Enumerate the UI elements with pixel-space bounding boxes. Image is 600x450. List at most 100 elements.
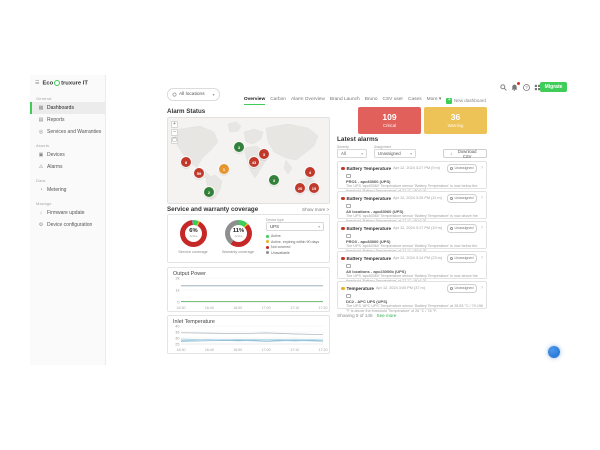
tab-cases[interactable]: Cases: [408, 97, 422, 102]
output-power-title: Output Power: [173, 271, 206, 277]
alarm-row[interactable]: Battery Temperature Apr 12, 2024 3:17 PM …: [337, 221, 487, 253]
tab-csv-user[interactable]: CSV user: [382, 97, 404, 102]
sidebar-item-alarms[interactable]: ⚠ Alarms: [30, 161, 105, 173]
severity-critical-icon: [341, 166, 345, 170]
tab-alarm-overview[interactable]: Alarm Overview: [290, 97, 325, 102]
apps-icon[interactable]: [534, 83, 542, 91]
donut-hole: 11% Active: [230, 225, 247, 242]
zoom-out-button[interactable]: –: [171, 129, 178, 136]
svg-text:25: 25: [175, 342, 179, 346]
svg-text:40: 40: [175, 324, 179, 328]
notifications-icon[interactable]: [511, 82, 520, 91]
map-marker-red[interactable]: 4: [305, 167, 315, 177]
unassigned-badge[interactable]: Unassigned: [446, 164, 477, 173]
see-more-link[interactable]: See more: [376, 313, 397, 318]
svg-text:16:50: 16:50: [233, 306, 242, 310]
sidebar-item-reports[interactable]: ▤ Reports: [30, 114, 105, 126]
chevron-right-icon[interactable]: ›: [481, 165, 483, 172]
unassigned-badge[interactable]: Unassigned: [446, 254, 477, 263]
chevron-right-icon[interactable]: ›: [481, 285, 483, 292]
chevron-right-icon[interactable]: ›: [481, 225, 483, 232]
chevron-right-icon[interactable]: ›: [481, 195, 483, 202]
legend-item-active: Active: [266, 234, 319, 238]
svg-text:17:10: 17:10: [290, 306, 299, 310]
location-filter[interactable]: All locations ▾: [167, 88, 220, 101]
map-marker-red[interactable]: 15: [309, 183, 319, 193]
alarm-row[interactable]: Battery Temperature Apr 12, 2024 3:14 PM …: [337, 251, 487, 283]
location-filter-value: All locations: [179, 92, 205, 97]
download-csv-button[interactable]: ↓ Download CSV: [443, 149, 487, 159]
svg-text:16:30: 16:30: [177, 306, 186, 310]
device-configuration-icon: ⚙: [38, 221, 44, 228]
sidebar-item-device-configuration[interactable]: ⚙ Device configuration: [30, 219, 105, 231]
sidebar-item-label: Reports: [47, 116, 65, 123]
tab-carbon[interactable]: Carbon: [270, 97, 286, 102]
location-icon: [172, 92, 177, 97]
unassigned-badge[interactable]: Unassigned: [446, 194, 477, 203]
series-max: [180, 332, 324, 336]
zoom-in-button[interactable]: +: [171, 121, 178, 128]
map-marker-orange[interactable]: 1: [219, 164, 229, 174]
device-type-select[interactable]: UPS ▾: [266, 222, 324, 231]
warranty-coverage-caption: Warranty coverage: [222, 250, 254, 254]
warning-count: 36: [450, 112, 461, 123]
map-layers-button[interactable]: ▢: [171, 137, 178, 144]
svg-text:17:00: 17:00: [262, 348, 271, 352]
device-type-icon: [346, 263, 351, 268]
new-dashboard-button[interactable]: + New dashboard: [446, 97, 486, 104]
unassigned-badge[interactable]: Unassigned: [446, 224, 477, 233]
warranty-coverage-donut: 11% Active: [225, 220, 252, 247]
map-marker-red[interactable]: 43: [249, 157, 259, 167]
sidebar-item-devices[interactable]: ▣ Devices: [30, 149, 105, 161]
coverage-show-more-link[interactable]: Show more >: [302, 207, 330, 212]
map-marker-green[interactable]: 3: [234, 142, 244, 152]
map-marker-green[interactable]: 3: [269, 175, 279, 185]
migrate-button[interactable]: Migrate: [540, 82, 567, 92]
tab-overview[interactable]: Overview: [243, 97, 266, 105]
map-marker-red[interactable]: 59: [194, 168, 204, 178]
tab-more[interactable]: More ▾: [426, 97, 442, 102]
legend-label: Not covered: [271, 245, 291, 250]
menu-icon[interactable]: ☰: [35, 79, 40, 86]
download-icon: ↓: [450, 151, 453, 156]
map-marker-green[interactable]: 2: [204, 187, 214, 197]
tab-brand-launch[interactable]: Brand Launch: [329, 97, 360, 102]
alarm-row-header: Battery Temperature Apr 12, 2024 3:17 PM …: [341, 224, 483, 233]
unassigned-badge[interactable]: Unassigned: [446, 284, 477, 293]
chevron-down-icon: ▾: [212, 92, 215, 97]
sidebar-item-metering[interactable]: ◔ Metering: [30, 184, 105, 196]
critical-alarms-card[interactable]: 109 Critical: [358, 107, 421, 134]
alarm-row[interactable]: Battery Temperature Apr 12, 2024 3:27 PM …: [337, 161, 487, 193]
sidebar-item-label: Alarms: [47, 163, 63, 170]
person-icon: [450, 226, 454, 230]
alarm-row[interactable]: Battery Temperature Apr 12, 2024 3:25 PM …: [337, 191, 487, 223]
assignment-filter-value: Unassigned: [378, 151, 401, 156]
tab-bruno[interactable]: Bruno: [364, 97, 378, 102]
chevron-right-icon[interactable]: ›: [481, 255, 483, 262]
map-marker-red[interactable]: 8: [181, 157, 191, 167]
assignment-filter-select[interactable]: Unassigned ▾: [374, 149, 416, 158]
sidebar-item-label: Services and Warranties: [47, 128, 102, 135]
svg-text:30: 30: [175, 336, 179, 340]
svg-text:16:40: 16:40: [205, 348, 214, 352]
sidebar-item-dashboards[interactable]: ▦ Dashboards: [30, 101, 105, 114]
map-marker-red[interactable]: 3: [259, 149, 269, 159]
person-icon: [450, 196, 454, 200]
chat-fab-button[interactable]: [548, 346, 560, 358]
device-type-icon: [346, 173, 351, 178]
severity-filter-select[interactable]: All ▾: [337, 149, 367, 158]
alarm-device: All locations - apc23000b (UPS): [346, 268, 406, 274]
severity-filter-label: Severity: [337, 145, 349, 149]
badge-label: Unassigned: [454, 166, 474, 171]
help-icon[interactable]: ?: [522, 83, 530, 91]
alarm-timestamp: Apr 12, 2024 3:14 PM (23 m): [393, 256, 443, 261]
warning-alarms-card[interactable]: 36 Warning: [424, 107, 487, 134]
alarm-status-map[interactable]: + – ▢ 8 59 2 1 3 43 3 3 4 20 15: [167, 117, 330, 204]
alarm-row[interactable]: Temperature Apr 12, 2024 3:00 PM (37 m) Un…: [337, 281, 487, 313]
person-icon: [450, 166, 454, 170]
search-icon[interactable]: [499, 83, 507, 91]
sidebar-item-firmware-update[interactable]: ↓ Firmware update: [30, 207, 105, 219]
map-marker-red[interactable]: 20: [295, 183, 305, 193]
sidebar-item-services-and-warranties[interactable]: ◎ Services and Warranties: [30, 126, 105, 138]
svg-text:17:10: 17:10: [290, 348, 299, 352]
